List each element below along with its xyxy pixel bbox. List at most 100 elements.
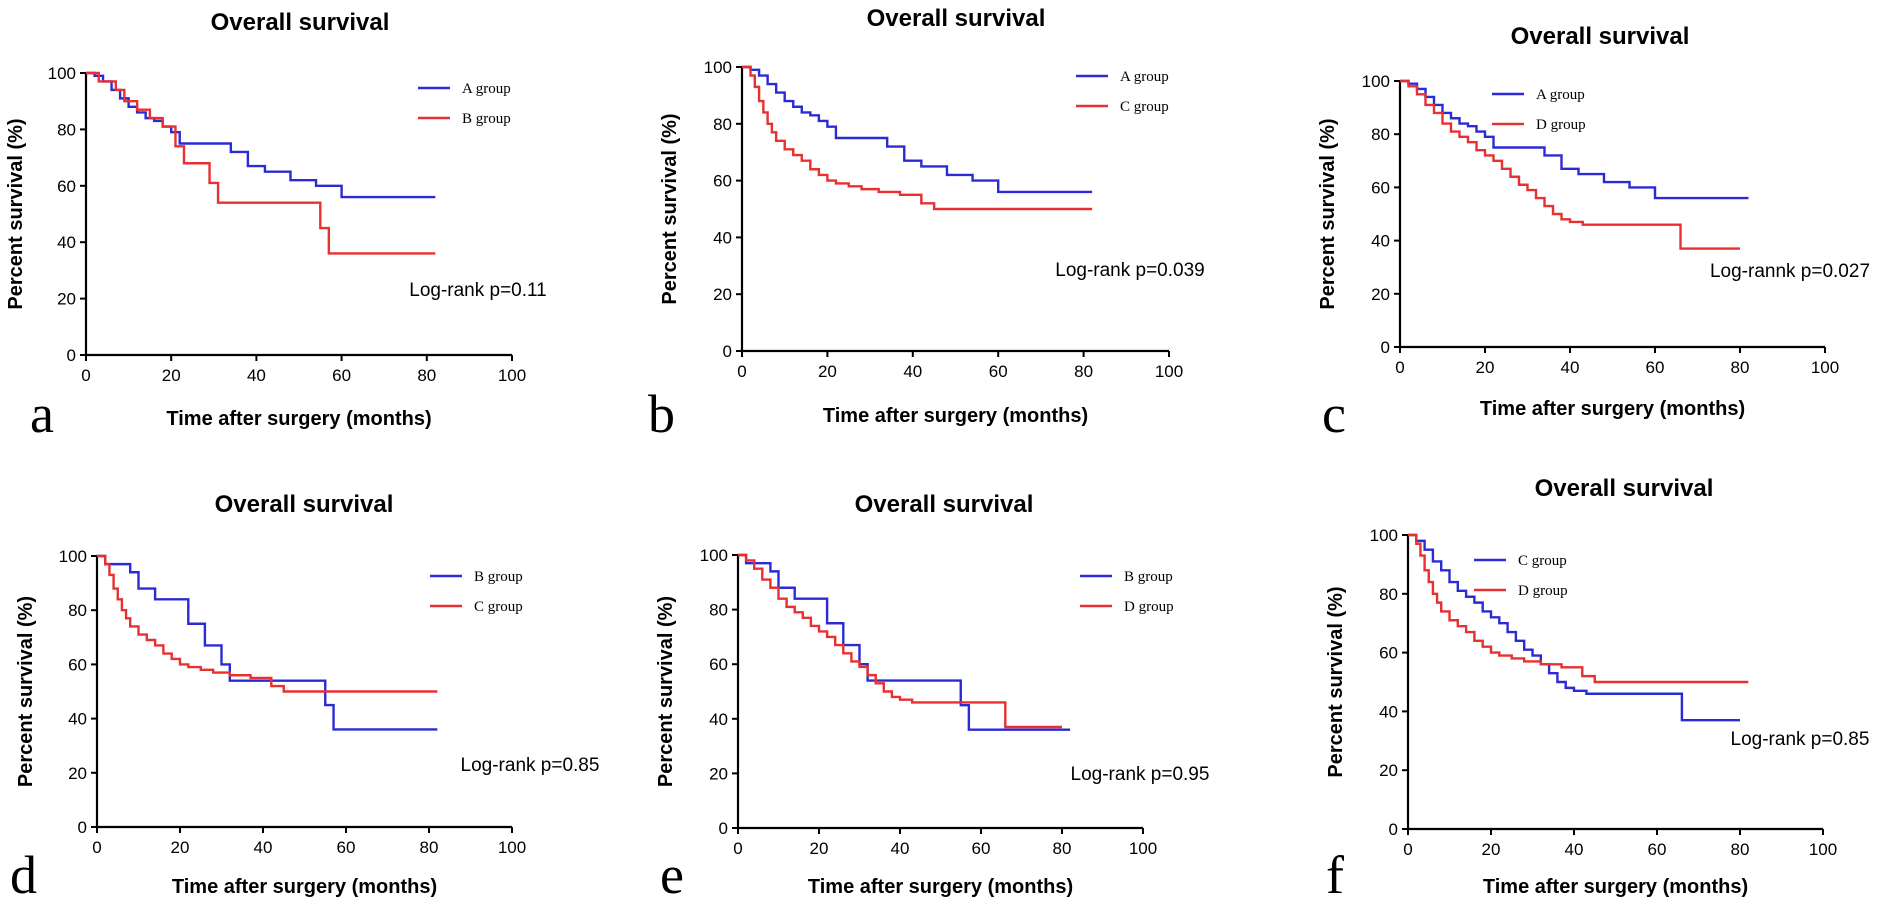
legend-label: B group [1124, 569, 1173, 585]
y-tick-label: 20 [1379, 761, 1398, 780]
chart-title: Overall survival [215, 491, 394, 518]
y-tick-label: 0 [723, 342, 732, 361]
y-axis-label: Percent survival (%) [1325, 586, 1347, 777]
y-tick-label: 80 [709, 601, 728, 620]
x-tick-label: 80 [1731, 840, 1750, 859]
log-rank-annotation: Log-rank p=0.95 [1071, 764, 1210, 785]
y-tick-label: 60 [713, 172, 732, 191]
x-tick-label: 100 [1129, 839, 1157, 858]
x-axis-label: Time after surgery (months) [1480, 398, 1745, 420]
y-tick-label: 80 [713, 115, 732, 134]
x-axis-label: Time after surgery (months) [166, 408, 431, 430]
log-rank-annotation: Log-rank p=0.11 [409, 280, 547, 301]
panel-c: Overall survival 0 20 40 60 80 100 0 20 40 60 80 100… [1317, 23, 1870, 444]
x-tick-label: 40 [891, 839, 910, 858]
chart-title: Overall survival [1511, 23, 1690, 50]
x-tick-label: 20 [810, 839, 829, 858]
y-tick-label: 100 [700, 546, 728, 565]
y-axis-label: Percent survival (%) [5, 118, 27, 309]
x-tick-label: 80 [417, 366, 436, 385]
log-rank-annotation: Log-rank p=0.039 [1055, 260, 1204, 281]
y-tick-label: 80 [1379, 585, 1398, 604]
x-tick-label: 40 [903, 362, 922, 381]
log-rank-annotation: Log-rannk p=0.027 [1710, 261, 1870, 282]
legend-label: B group [474, 569, 523, 585]
panel-letter: b [648, 384, 675, 444]
x-tick-label: 60 [337, 838, 356, 857]
y-tick-label: 60 [57, 177, 76, 196]
x-tick-label: 0 [92, 838, 101, 857]
log-rank-annotation: Log-rank p=0.85 [1731, 729, 1870, 750]
x-tick-label: 40 [1561, 358, 1580, 377]
y-tick-label: 0 [67, 346, 76, 365]
x-tick-label: 40 [1565, 840, 1584, 859]
y-tick-label: 20 [713, 285, 732, 304]
series-line-a-group [86, 71, 436, 199]
legend-label: D group [1518, 583, 1568, 599]
series-line-c-group [1408, 533, 1740, 722]
y-tick-label: 80 [57, 120, 76, 139]
y-tick-label: 60 [68, 655, 87, 674]
series-line-d-group [738, 553, 1062, 729]
y-tick-label: 0 [78, 818, 87, 837]
x-tick-label: 100 [1809, 840, 1837, 859]
y-tick-label: 80 [68, 601, 87, 620]
y-axis-label: Percent survival (%) [655, 596, 677, 787]
x-tick-label: 60 [1646, 358, 1665, 377]
y-tick-label: 40 [713, 228, 732, 247]
panel-b: Overall survival 0 20 40 60 80 100 0 20 40 60 80 100… [648, 5, 1205, 444]
y-tick-label: 40 [1371, 232, 1390, 251]
x-tick-label: 20 [1482, 840, 1501, 859]
series-line-d-group [1408, 533, 1749, 684]
y-tick-label: 0 [719, 819, 728, 838]
panel-a: Overall survival 0 20 40 60 80 100 0 20 40 60 80 100… [5, 9, 547, 444]
x-tick-label: 0 [737, 362, 746, 381]
legend-label: D group [1124, 599, 1174, 615]
x-tick-label: 60 [1648, 840, 1667, 859]
panel-letter: d [10, 845, 37, 905]
series-line-d-group [1400, 79, 1740, 250]
y-tick-label: 40 [57, 233, 76, 252]
x-tick-label: 60 [989, 362, 1008, 381]
legend-label: D group [1536, 117, 1586, 133]
y-axis-label: Percent survival (%) [1317, 118, 1339, 309]
y-tick-label: 100 [48, 64, 76, 83]
x-tick-label: 100 [498, 838, 526, 857]
x-tick-label: 80 [420, 838, 439, 857]
y-tick-label: 100 [59, 547, 87, 566]
x-tick-label: 80 [1074, 362, 1093, 381]
x-tick-label: 20 [162, 366, 181, 385]
chart-title: Overall survival [1535, 475, 1714, 502]
x-axis-label: Time after surgery (months) [808, 876, 1073, 898]
legend-label: A group [1120, 69, 1169, 85]
x-tick-label: 100 [1811, 358, 1839, 377]
x-tick-label: 0 [81, 366, 90, 385]
x-tick-label: 40 [254, 838, 273, 857]
y-tick-label: 100 [1370, 526, 1398, 545]
series-line-b-group [86, 71, 436, 255]
y-tick-label: 100 [1362, 72, 1390, 91]
chart-title: Overall survival [211, 9, 390, 36]
y-tick-label: 20 [68, 764, 87, 783]
y-axis-label: Percent survival (%) [659, 113, 681, 304]
y-axis-label: Percent survival (%) [15, 596, 37, 787]
x-tick-label: 20 [818, 362, 837, 381]
y-tick-label: 60 [709, 655, 728, 674]
y-tick-label: 20 [709, 764, 728, 783]
y-tick-label: 40 [68, 710, 87, 729]
y-tick-label: 60 [1371, 178, 1390, 197]
x-tick-label: 20 [171, 838, 190, 857]
y-tick-label: 20 [1371, 285, 1390, 304]
y-tick-label: 40 [709, 710, 728, 729]
x-tick-label: 0 [1403, 840, 1412, 859]
x-tick-label: 100 [1155, 362, 1183, 381]
chart-title: Overall survival [867, 5, 1046, 32]
panel-f: Overall survival 0 20 40 60 80 100 0 20 40 60 80 100… [1325, 475, 1869, 905]
y-tick-label: 100 [704, 58, 732, 77]
x-axis-label: Time after surgery (months) [172, 876, 437, 898]
x-tick-label: 80 [1053, 839, 1072, 858]
x-axis-label: Time after surgery (months) [1483, 876, 1748, 898]
legend-label: A group [462, 81, 511, 97]
legend-label: C group [474, 599, 523, 615]
